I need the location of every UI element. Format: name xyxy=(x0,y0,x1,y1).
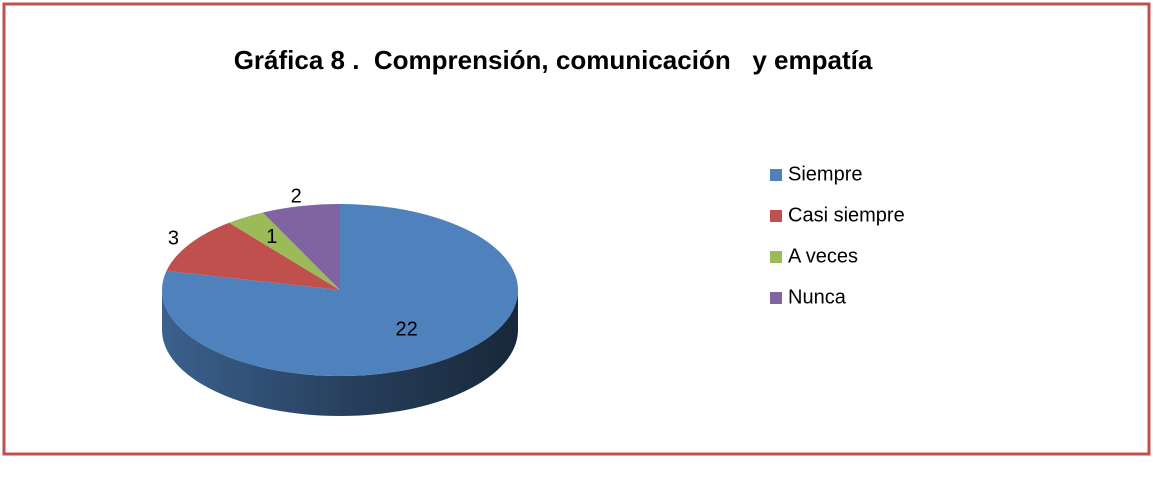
legend-swatch xyxy=(770,169,782,181)
data-label: 3 xyxy=(168,228,179,250)
pie-side xyxy=(162,290,518,416)
legend-swatch xyxy=(770,292,782,304)
legend-label: A veces xyxy=(788,245,858,267)
legend-label: Siempre xyxy=(788,163,862,185)
legend-label: Nunca xyxy=(788,286,847,308)
data-label: 2 xyxy=(291,186,302,208)
data-label: 22 xyxy=(395,319,417,341)
legend-swatch xyxy=(770,251,782,263)
legend-label: Casi siempre xyxy=(788,204,905,226)
data-label: 1 xyxy=(266,226,277,248)
chart-title: Gráfica 8 . Comprensión, comunicación y … xyxy=(234,45,873,75)
legend-swatch xyxy=(770,210,782,222)
pie-slice xyxy=(166,222,340,290)
pie-slice xyxy=(229,212,340,290)
pie-slice xyxy=(262,204,340,290)
pie-slice xyxy=(161,204,518,376)
